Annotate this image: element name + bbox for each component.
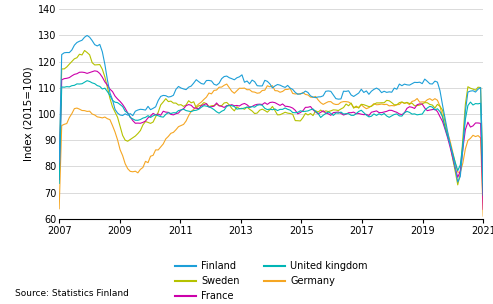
Text: Source: Statistics Finland: Source: Statistics Finland [15, 289, 129, 298]
Y-axis label: Index (2015=100): Index (2015=100) [24, 67, 34, 161]
Legend: Finland, Sweden, France, United kingdom, Germany: Finland, Sweden, France, United kingdom,… [175, 261, 368, 301]
